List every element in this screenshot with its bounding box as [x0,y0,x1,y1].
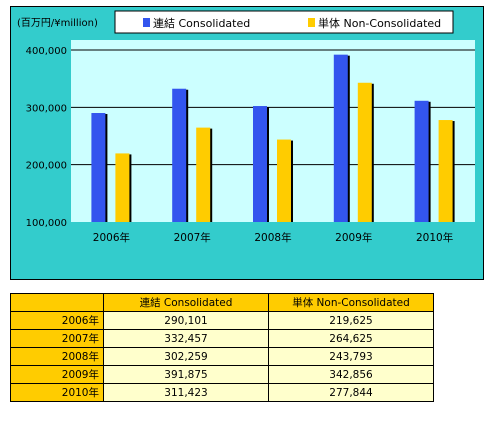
x-tick-label: 2008年 [254,231,291,244]
table-row: 2006年 290,101 219,625 [10,311,434,330]
header-non-consolidated: 単体 Non-Consolidated [268,293,434,312]
bar-consolidated [91,113,106,222]
cell-non-consolidated: 342,856 [268,365,434,384]
table-row: 2007年 332,457 264,625 [10,329,434,348]
y-axis-ticks: 100,000 200,000 300,000 400,000 [26,46,67,229]
bar-non-consolidated [115,153,130,222]
y-tick-label: 200,000 [26,161,67,172]
cell-consolidated: 332,457 [103,329,269,348]
bar-chart: (百万円/¥million) 連結 Consolidated 単体 Non-Co… [17,10,475,244]
x-tick-label: 2006年 [93,231,130,244]
legend-swatch-non-consolidated [308,18,315,27]
cell-consolidated: 311,423 [103,383,269,402]
legend: 連結 Consolidated 単体 Non-Consolidated [114,10,454,34]
bar-non-consolidated [357,82,372,222]
row-year: 2010年 [10,383,104,402]
bar-non-consolidated [438,120,453,222]
cell-non-consolidated: 243,793 [268,347,434,366]
table-corner [10,293,104,312]
row-year: 2006年 [10,311,104,330]
bars [91,54,455,223]
row-year: 2008年 [10,347,104,366]
unit-label: (百万円/¥million) [17,17,98,29]
plot-area [71,40,475,222]
table-row: 2009年 391,875 342,856 [10,365,434,384]
table-row: 2008年 302,259 243,793 [10,347,434,366]
x-tick-label: 2007年 [174,231,211,244]
legend-label-non-consolidated: 単体 Non-Consolidated [318,16,441,30]
y-tick-label: 300,000 [26,103,67,114]
data-table: 連結 Consolidated 単体 Non-Consolidated 2006… [10,293,434,402]
cell-non-consolidated: 264,625 [268,329,434,348]
legend-label-consolidated: 連結 Consolidated [153,16,250,30]
bar-non-consolidated [196,127,211,222]
bar-non-consolidated [277,139,291,222]
chart-panel: (百万円/¥million) 連結 Consolidated 単体 Non-Co… [10,6,484,280]
cell-consolidated: 290,101 [103,311,269,330]
x-axis-labels: 2006年 2007年 2008年 2009年 2010年 [93,231,453,244]
bar-consolidated [253,106,267,222]
table-row: 2010年 311,423 277,844 [10,383,434,402]
x-tick-label: 2009年 [335,231,372,244]
row-year: 2007年 [10,329,104,348]
y-tick-label: 400,000 [26,46,67,57]
header-consolidated: 連結 Consolidated [103,293,269,312]
legend-box [114,10,454,34]
table-header-row: 連結 Consolidated 単体 Non-Consolidated [10,293,434,312]
legend-swatch-consolidated [143,18,150,27]
bar-consolidated [333,54,348,223]
y-tick-label: 100,000 [26,218,67,229]
row-year: 2009年 [10,365,104,384]
cell-consolidated: 391,875 [103,365,269,384]
cell-non-consolidated: 277,844 [268,383,434,402]
cell-consolidated: 302,259 [103,347,269,366]
bar-consolidated [414,100,429,222]
cell-non-consolidated: 219,625 [268,311,434,330]
gridlines [71,49,475,166]
x-tick-label: 2010年 [416,231,453,244]
bar-consolidated [172,88,187,222]
